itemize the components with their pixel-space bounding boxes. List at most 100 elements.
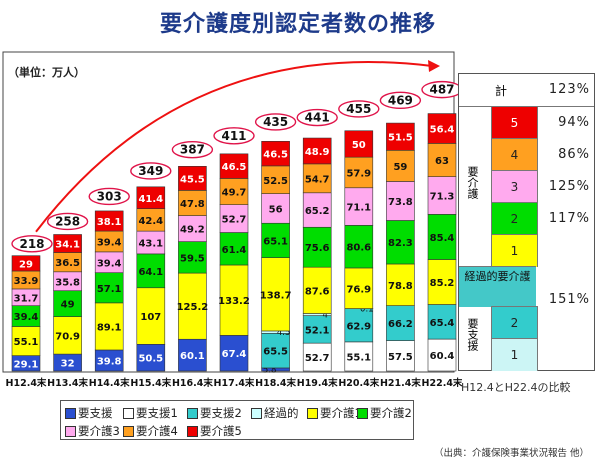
legend-label: 要介護2: [370, 406, 412, 420]
legend-label: 経過的: [264, 406, 299, 420]
legend-label: 要支援: [78, 406, 113, 420]
comparison-caption: H12.4とH22.4の比較: [461, 381, 571, 394]
data-label: 39.4: [97, 237, 122, 248]
total-label: 441: [305, 111, 330, 125]
data-label: 55.1: [346, 352, 371, 363]
data-label: 46.5: [263, 150, 288, 161]
data-label: 82.3: [388, 238, 413, 249]
data-label: 107: [140, 312, 161, 323]
data-label: 54.7: [305, 174, 330, 185]
bar-segment: [386, 149, 415, 182]
data-label: 4: [322, 311, 327, 321]
bar-segment: [53, 316, 82, 355]
total-label: 218: [19, 237, 44, 251]
bar-segment: [136, 344, 166, 372]
bar-segment: [386, 340, 415, 372]
data-label: 39.4: [14, 312, 39, 323]
total-label: 303: [97, 189, 122, 203]
data-label: 65.2: [305, 206, 330, 217]
unit-label: （単位：万人）: [8, 65, 85, 79]
bar-segment: [427, 259, 457, 305]
total-label: 349: [138, 164, 163, 178]
data-label: 47.8: [180, 199, 205, 210]
data-label: 29: [19, 259, 33, 270]
data-label: 71.3: [430, 192, 455, 203]
legend-swatch: [187, 407, 198, 419]
x-tick-label: H14.4末: [89, 377, 130, 389]
legend-item: 要支援2: [187, 405, 242, 421]
bar-segment: [219, 335, 249, 372]
bar-segment: [261, 141, 290, 167]
bar-segment: [11, 326, 41, 356]
bar-segment: [427, 143, 457, 177]
data-label: 45.5: [180, 174, 205, 185]
total-ellipse: [379, 91, 422, 110]
data-label: 57.9: [346, 168, 371, 179]
x-tick-label: H17.4末: [214, 377, 255, 389]
bar-segment: [386, 122, 415, 151]
data-label: 52.1: [305, 325, 330, 336]
bar-segment: [386, 220, 415, 265]
x-tick-label: H13.4末: [47, 377, 88, 389]
data-label: 38.1: [97, 217, 122, 228]
total-label: 258: [55, 214, 80, 228]
legend-item: 要介護2: [357, 405, 412, 421]
bar-segment: [261, 257, 290, 332]
data-label: 42.4: [138, 216, 163, 227]
data-label: 43.1: [138, 238, 163, 249]
keikateki-box: 経過的要介護: [459, 266, 536, 307]
data-label: 51.5: [388, 133, 413, 144]
bar-segment: [219, 153, 249, 179]
bar-segment: [302, 315, 332, 344]
bar-segment: [136, 253, 166, 289]
legend-swatch: [357, 407, 368, 419]
bar-segment: [302, 266, 332, 314]
data-label: 65.4: [430, 318, 455, 329]
bar-segment: [261, 193, 290, 224]
bar-segment: [302, 137, 332, 165]
bar-segment: [11, 255, 41, 272]
data-label: 36.5: [55, 258, 80, 269]
data-label: 39.4: [97, 258, 122, 269]
level-box-5: 5: [491, 106, 538, 139]
bar-segment: [427, 338, 457, 372]
level-pct-4: 86%: [558, 147, 590, 162]
data-label: 52.7: [222, 215, 247, 226]
bar-segment: [94, 272, 124, 304]
data-label: 57.5: [388, 352, 413, 363]
total-label: 435: [263, 115, 288, 129]
total-ellipse: [338, 100, 380, 118]
legend-label: 要介護4: [136, 424, 178, 438]
bar-segment: [302, 192, 332, 228]
x-tick-label: H16.4末: [172, 377, 213, 389]
source-note: （出典：介護保険事業状況報告 他）: [434, 448, 590, 459]
total-label: 387: [180, 143, 205, 157]
data-label: 138.7: [260, 290, 292, 301]
data-label: 67.4: [222, 349, 247, 360]
total-label: 487: [429, 83, 454, 97]
level-box-2: 2: [491, 202, 538, 235]
data-label: 60.4: [430, 351, 455, 362]
data-label: 89.1: [97, 322, 122, 333]
bar-segment: [427, 304, 457, 340]
legend-item: 要介護1: [307, 405, 362, 421]
x-tick-label: H18.4末: [255, 377, 296, 389]
legend-swatch: [307, 407, 318, 419]
x-tick-label: H22.4末: [422, 377, 463, 389]
data-label: 31.7: [14, 293, 39, 304]
level-box-4: 4: [491, 138, 538, 171]
total-ellipse: [213, 127, 255, 145]
total-label: 411: [221, 129, 246, 143]
x-tick-labels: H12.4末 H13.4末 H14.4末 H15.4末 H16.4末 H17.4末 H18.…: [6, 377, 463, 389]
legend-swatch: [187, 425, 198, 437]
data-label: 49.2: [180, 225, 205, 236]
level-pct-3: 125%: [548, 179, 590, 194]
data-label: 4.5: [277, 328, 291, 338]
data-label: 0.1: [360, 305, 374, 315]
bar-segment: [53, 234, 82, 253]
data-label: 35.8: [55, 277, 80, 288]
bars-layer: 29.1 55.1 39.4 31.7 33.9 29 32 70.9 49 35.8 36.5 34…: [11, 113, 457, 375]
total-ellipse: [46, 212, 89, 231]
data-label: 63: [435, 156, 449, 167]
